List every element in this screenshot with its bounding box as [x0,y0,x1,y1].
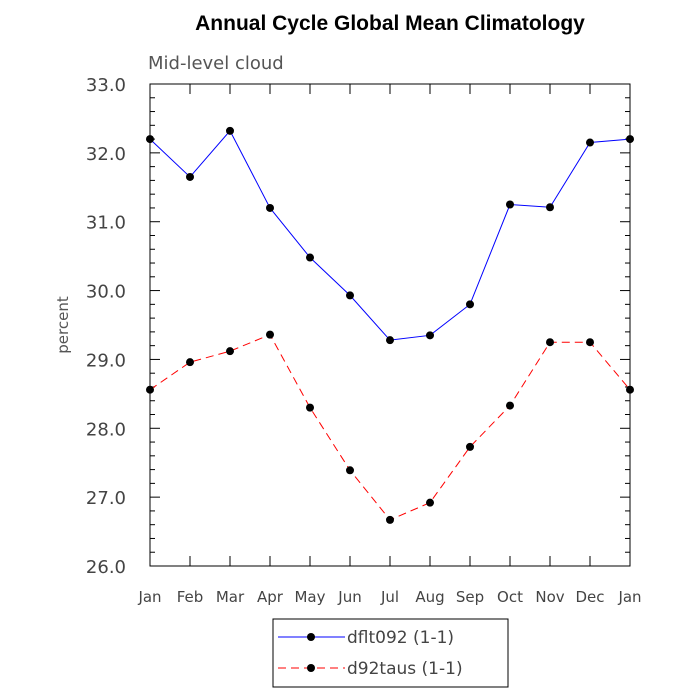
legend-label-2: d92taus (1-1) [347,659,463,679]
x-tick-label: Aug [415,588,444,606]
series-1-point [226,126,234,135]
chart-title: Annual Cycle Global Mean Climatology [195,12,585,35]
series-1-point [626,135,634,144]
series-1-point [426,331,434,340]
series-2-point [466,442,474,451]
y-tick-label: 33.0 [86,75,126,96]
y-tick-label: 27.0 [86,488,126,509]
series-2-point [306,403,314,412]
series-2-point [546,338,554,347]
series-line-1 [149,129,631,341]
x-tick-label: Jun [337,588,361,606]
legend-marker-1 [307,633,315,641]
x-tick-label: Jul [380,588,399,606]
plot-area [149,83,631,567]
series-2-point [346,466,354,475]
y-tick-label: 26.0 [86,557,126,578]
series-line-2 [149,334,631,521]
series-1-point [506,200,514,209]
series-2-point [626,385,634,394]
series-2-point [586,338,594,347]
y-tick-label: 31.0 [86,213,126,234]
series-1-point [346,291,354,300]
y-tick-label: 29.0 [86,350,126,371]
series-1-point [546,203,554,212]
series-1-point [306,253,314,262]
series-1-point [586,138,594,147]
series-2-point [226,347,234,356]
series-1-point [386,336,394,345]
series-1-point [146,135,154,144]
y-tick-label: 28.0 [86,419,126,440]
chart-subtitle: Mid-level cloud [148,53,284,74]
series-1-point [266,203,274,212]
x-tick-label: Mar [216,588,245,606]
series-1-point [466,300,474,309]
series-2-point [386,515,394,524]
x-tick-label: Apr [257,588,284,606]
x-tick-label: May [294,588,325,606]
y-tick-label: 32.0 [86,144,126,165]
legend-box [272,618,509,688]
series-group [146,126,634,524]
legend-marker-2 [307,664,315,672]
series-2-point [426,498,434,507]
series-1-point [186,172,194,181]
legend-label-1: dflt092 (1-1) [347,628,454,648]
series-2-point [266,330,274,339]
x-tick-label: Dec [575,588,604,606]
series-2-point [506,401,514,410]
legend: dflt092 (1-1) d92taus (1-1) [278,628,463,679]
x-tick-label: Jan [137,588,161,606]
x-tick-label: Feb [177,588,204,606]
x-tick-label: Nov [535,588,564,606]
y-tick-label: 30.0 [86,282,126,303]
x-tick-label: Oct [497,588,523,606]
series-2-point [186,358,194,367]
y-axis-label: percent [54,296,72,354]
y-axis-tick-labels: 26.0 27.0 28.0 29.0 30.0 31.0 32.0 33.0 [86,75,126,578]
x-axis-tick-labels: Jan Feb Mar Apr May Jun Jul Aug Sep Oct Nov Dec Jan [137,588,641,606]
axis-ticks [149,83,631,567]
series-2-point [146,385,154,394]
x-tick-label: Sep [456,588,484,606]
x-tick-label: Jan [617,588,641,606]
